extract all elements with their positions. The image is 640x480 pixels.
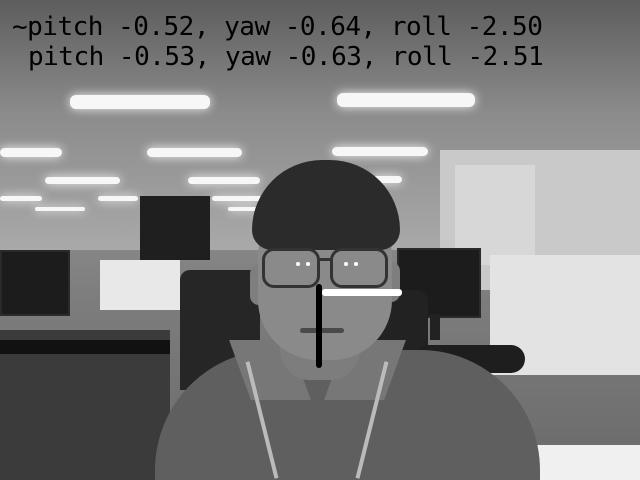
glasses-lens bbox=[262, 248, 320, 288]
measured-pose-readout: pitch -0.53, yaw -0.63, roll -2.51 bbox=[28, 42, 544, 72]
glasses-lens bbox=[330, 248, 388, 288]
eye-landmark bbox=[296, 262, 300, 266]
ceiling-light bbox=[332, 147, 428, 156]
eye-landmark bbox=[306, 262, 310, 266]
pose-axis-vertical bbox=[316, 284, 322, 368]
estimated-pose-readout: ~pitch -0.52, yaw -0.64, roll -2.50 bbox=[12, 12, 543, 42]
ceiling-light bbox=[147, 148, 242, 157]
cabinet bbox=[140, 196, 210, 260]
desk-clutter bbox=[0, 330, 170, 480]
eye-landmark bbox=[344, 262, 348, 266]
cabinet bbox=[100, 260, 180, 310]
ceiling-light bbox=[70, 95, 210, 109]
ceiling-light bbox=[0, 148, 62, 157]
monitor bbox=[0, 250, 70, 316]
ceiling-light bbox=[98, 196, 138, 201]
ceiling-light bbox=[337, 93, 475, 107]
monitor-stand bbox=[430, 314, 440, 340]
ceiling-light bbox=[35, 207, 85, 211]
ceiling-light bbox=[45, 177, 120, 184]
desk-edge bbox=[0, 340, 170, 354]
ceiling-light bbox=[212, 196, 262, 201]
eyeglasses bbox=[262, 248, 388, 288]
person-mouth bbox=[300, 328, 344, 333]
ceiling-light bbox=[188, 177, 260, 184]
ceiling-light bbox=[0, 196, 42, 201]
pose-axis-horizontal bbox=[322, 289, 402, 296]
eye-landmark bbox=[354, 262, 358, 266]
glasses-bridge bbox=[317, 258, 330, 261]
ceiling-light bbox=[370, 176, 402, 183]
ceiling-light bbox=[228, 207, 258, 211]
